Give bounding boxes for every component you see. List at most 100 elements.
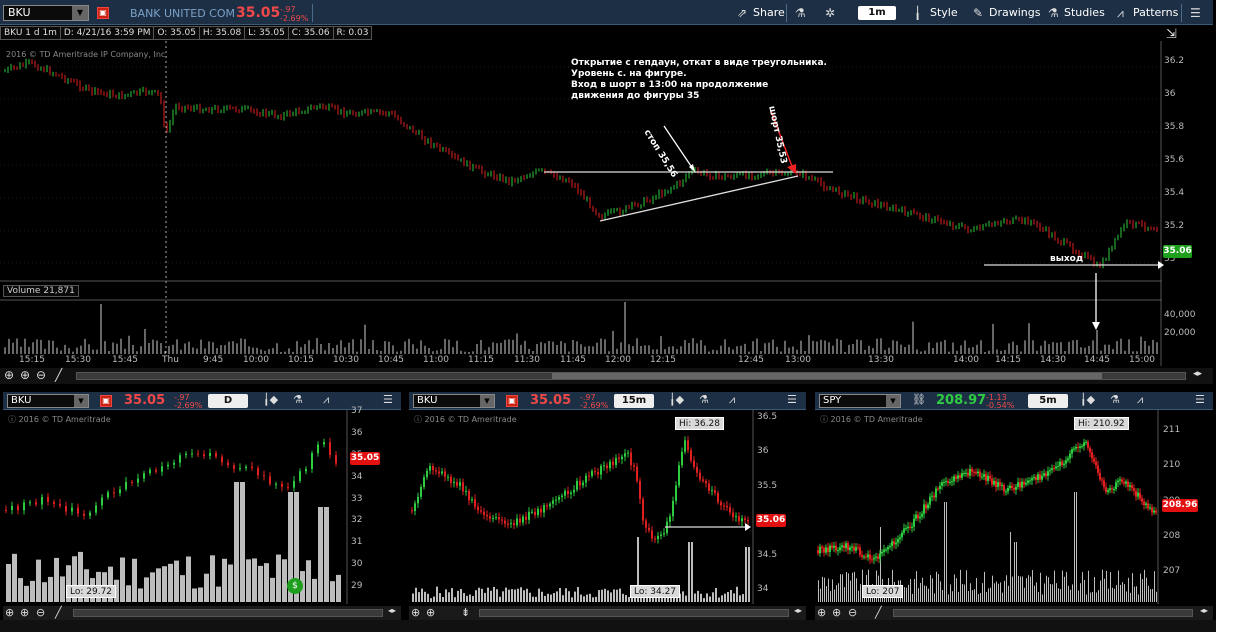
pan-icon[interactable]: ⊕	[5, 606, 15, 619]
chevron-down-icon[interactable]: ▼	[72, 6, 88, 20]
timeframe-button[interactable]: D	[208, 394, 248, 408]
price-tick: 35.2	[1164, 221, 1185, 231]
alert-icon[interactable]: ▣	[506, 395, 518, 407]
settings-button[interactable]: ✲	[823, 5, 837, 21]
studies-button[interactable]: ⚗ Studies	[1048, 6, 1105, 20]
time-tick: 10:45	[378, 355, 404, 365]
pan-icon[interactable]: ⊕	[4, 368, 15, 382]
link-icon[interactable]: ⛓	[912, 393, 926, 406]
main-price-chart[interactable]	[0, 41, 1213, 381]
patterns-icon[interactable]: ⩘	[1137, 393, 1144, 406]
pan-icon[interactable]: ⊕	[411, 606, 421, 619]
candle-body	[723, 505, 725, 507]
zoom-out-icon[interactable]: ⊖	[36, 368, 47, 382]
candle-body	[923, 504, 925, 514]
volume-bar	[595, 596, 597, 602]
candle-body	[1141, 498, 1143, 502]
zoom-in-icon[interactable]: ⊕	[20, 368, 31, 382]
volume-bar	[664, 594, 666, 602]
patterns-icon[interactable]: ⩘	[729, 393, 736, 406]
chevron-down-icon[interactable]: ▼	[480, 395, 494, 407]
zoom-in-icon[interactable]: ⊕	[426, 606, 436, 619]
volume-bar	[1030, 576, 1031, 602]
candle-body	[1023, 481, 1025, 485]
patterns-button[interactable]: ⩘ Patterns	[1117, 6, 1179, 20]
expand-icon[interactable]: ◂▸	[794, 606, 803, 615]
zoom-out-icon[interactable]: ⊖	[36, 606, 46, 619]
volume-bar	[852, 572, 853, 602]
candle-body	[889, 546, 891, 548]
volume-bar	[730, 589, 732, 602]
style-icon[interactable]: ╽◆	[669, 393, 685, 406]
expand-icon[interactable]: ◂▸	[388, 606, 397, 615]
zoom-in-icon[interactable]: ⊕	[832, 606, 842, 619]
volume-bar	[984, 571, 985, 602]
zoom-in-icon[interactable]: ⊕	[20, 606, 30, 619]
alert-icon[interactable]: ▣	[97, 7, 109, 19]
volume-bar	[448, 592, 450, 602]
hamburger-icon[interactable]: ☰	[1195, 393, 1205, 406]
horizontal-scrollbar[interactable]	[73, 609, 383, 617]
alert-icon[interactable]: ▣	[100, 395, 112, 407]
intraday-15m-chart[interactable]	[409, 410, 806, 604]
timeframe-button[interactable]: 15m	[614, 394, 654, 408]
style-button[interactable]: ╽ Style	[914, 6, 958, 20]
volume-bar	[481, 588, 483, 602]
volume-bar	[848, 573, 849, 602]
patterns-icon[interactable]: ⩘	[323, 393, 330, 406]
zoom-out-icon[interactable]: ⊖	[848, 606, 858, 619]
price-tick: 31	[351, 537, 363, 548]
symbol-selector[interactable]: SPY ▼	[819, 394, 901, 408]
candle-body	[299, 471, 301, 481]
volume-bar	[580, 594, 582, 602]
price-tick: 208	[1163, 530, 1181, 541]
horizontal-scrollbar[interactable]	[479, 609, 789, 617]
scrollbar-thumb[interactable]	[552, 373, 1102, 379]
expand-icon[interactable]: ◂▸	[1200, 606, 1209, 615]
chevron-down-icon[interactable]: ▼	[74, 395, 88, 407]
beaker-button[interactable]: ⚗	[793, 5, 807, 21]
style-icon[interactable]: ╽◆	[1080, 393, 1096, 406]
volume-bar	[960, 569, 961, 602]
volume-bar	[1014, 542, 1015, 602]
horizontal-scrollbar[interactable]	[893, 609, 1193, 617]
draw-line-icon[interactable]: ╱	[55, 368, 63, 382]
flask-icon[interactable]: ⚗	[1110, 393, 1120, 406]
candle-body	[281, 483, 283, 487]
candle-body	[1069, 453, 1071, 459]
candle-body	[699, 472, 701, 480]
hamburger-icon[interactable]: ☰	[383, 393, 393, 406]
style-icon[interactable]: ╽◆	[263, 393, 279, 406]
timeframe-button[interactable]: 1m	[858, 6, 896, 20]
expand-icon[interactable]: ◂▸	[1193, 369, 1203, 379]
draw-line-icon[interactable]: ╱	[875, 606, 882, 619]
intraday-5m-chart[interactable]	[815, 410, 1213, 604]
candle-body	[1117, 480, 1119, 483]
candle-body	[525, 516, 527, 520]
anchor-icon[interactable]: ⇟	[461, 606, 471, 619]
time-tick: 14:15	[995, 355, 1021, 365]
chevron-down-icon[interactable]: ▼	[886, 395, 900, 407]
daily-chart[interactable]	[3, 410, 401, 604]
hamburger-icon[interactable]: ☰	[787, 393, 797, 406]
symbol-selector[interactable]: BKU ▼	[413, 394, 495, 408]
menu-button[interactable]: ☰	[1188, 5, 1201, 21]
candle-body	[1007, 488, 1009, 492]
pan-icon[interactable]: ⊕	[817, 606, 827, 619]
earnings-icon[interactable]: $	[287, 578, 303, 594]
candle-body	[1111, 488, 1113, 490]
timeframe-button[interactable]: 5m	[1028, 394, 1068, 408]
horizontal-scrollbar[interactable]	[76, 372, 1186, 380]
flask-icon[interactable]: ⚗	[293, 393, 303, 406]
volume-bar	[616, 589, 618, 602]
candle-body	[839, 547, 841, 551]
share-button[interactable]: ⇗ Share	[737, 6, 785, 20]
symbol-selector[interactable]: BKU ▼	[3, 5, 89, 21]
collapse-icon[interactable]: ⇲	[1166, 27, 1177, 42]
symbol-selector[interactable]: BKU ▼	[7, 394, 89, 408]
volume-bar	[1102, 569, 1103, 602]
draw-line-icon[interactable]: ╱	[55, 606, 62, 619]
flask-icon[interactable]: ⚗	[699, 393, 709, 406]
price-change: -.97	[280, 5, 296, 14]
drawings-button[interactable]: ✎ Drawings	[973, 6, 1041, 20]
